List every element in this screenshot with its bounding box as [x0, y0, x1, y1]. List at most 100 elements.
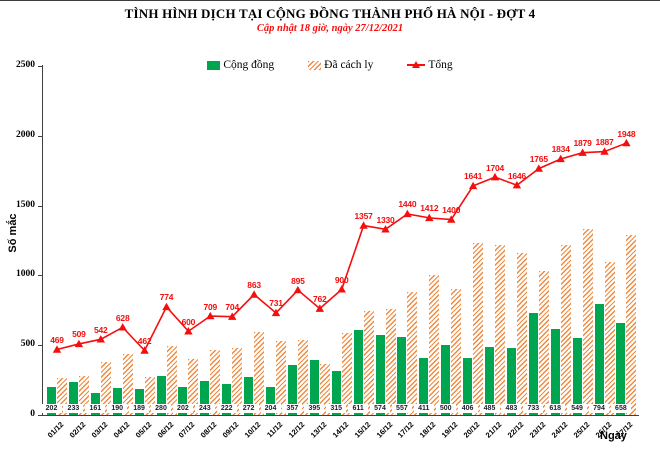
total-value-label: 900 — [334, 274, 349, 285]
bar-quarantine — [363, 310, 374, 415]
total-marker-icon — [556, 154, 565, 163]
bar-community — [528, 312, 538, 415]
bar-value-label: 233 — [63, 404, 84, 413]
bar-value-label: 243 — [194, 404, 215, 413]
bar-community — [375, 334, 385, 415]
legend-label-total: Tổng — [428, 59, 453, 71]
total-value-label: 1887 — [595, 137, 614, 148]
bar-value-label: 190 — [107, 404, 128, 413]
chart-title: TÌNH HÌNH DỊCH TẠI CỘNG ĐỒNG THÀNH PHỐ H… — [124, 6, 536, 21]
bar-community — [550, 328, 560, 415]
bar-value-label: 611 — [348, 404, 369, 413]
bar-quarantine — [429, 275, 440, 415]
bar-value-label: 406 — [457, 404, 478, 413]
bar-quarantine — [144, 376, 155, 415]
bar-value-label: 658 — [610, 404, 631, 413]
total-value-label: 1948 — [617, 128, 636, 139]
total-marker-icon — [184, 327, 193, 335]
bar-value-label: 202 — [172, 404, 193, 413]
total-value-label: 762 — [313, 294, 327, 305]
bar-community — [134, 388, 144, 415]
bar-value-label: 733 — [523, 404, 544, 413]
bar-community — [222, 384, 232, 415]
bar-community — [309, 359, 319, 415]
bar-community — [178, 386, 188, 415]
chart-legend: Cộng đồng Đã cách ly Tổng — [0, 59, 660, 71]
y-axis-tick-label: 2000 — [16, 129, 35, 140]
bar-value-label: 272 — [238, 404, 259, 413]
bar-value-label: 574 — [370, 404, 390, 413]
total-marker-icon — [74, 339, 84, 348]
total-marker-icon — [249, 290, 259, 298]
total-marker-icon — [512, 181, 522, 189]
bar-quarantine — [538, 270, 549, 415]
bar-community — [47, 386, 56, 415]
bar-quarantine — [276, 341, 286, 415]
bar-community — [266, 386, 275, 415]
bar-value-label: 202 — [41, 404, 62, 413]
total-marker-icon — [315, 304, 324, 312]
bar-quarantine — [319, 363, 330, 415]
bar-community — [594, 304, 604, 415]
total-marker-icon — [271, 308, 281, 317]
bar-community — [485, 347, 494, 415]
bar-community — [419, 357, 429, 415]
bar-community — [200, 381, 210, 415]
bar-quarantine — [495, 244, 505, 415]
total-marker-icon — [534, 164, 543, 172]
bar-quarantine — [210, 349, 221, 415]
bar-community — [287, 365, 297, 415]
x-axis-line — [42, 415, 639, 416]
legend-swatch-quarantine — [308, 60, 322, 70]
total-marker-icon — [293, 285, 303, 294]
y-axis-tick-label: 1500 — [16, 199, 35, 210]
bar-community — [244, 377, 254, 415]
total-value-label: 542 — [94, 324, 108, 335]
y-axis-tick — [38, 66, 42, 67]
y-axis-tick — [38, 415, 42, 416]
bar-community — [463, 358, 473, 415]
bar-community — [506, 347, 516, 415]
bar-quarantine — [57, 377, 67, 415]
total-value-label: 1330 — [376, 214, 395, 225]
bar-quarantine — [166, 346, 177, 415]
total-marker-icon — [447, 215, 456, 223]
bar-community — [616, 323, 626, 415]
total-marker-icon — [228, 312, 237, 320]
bar-quarantine — [341, 333, 352, 415]
bar-quarantine — [582, 229, 593, 415]
legend-item-community: Cộng đồng — [207, 59, 274, 71]
total-marker-icon — [600, 147, 609, 155]
bar-value-label: 794 — [589, 404, 609, 413]
total-value-label: 863 — [247, 280, 261, 291]
total-marker-icon — [96, 335, 105, 343]
legend-label-community: Cộng đồng — [223, 59, 275, 71]
total-marker-icon — [206, 311, 215, 320]
bar-value-label: 485 — [479, 404, 500, 413]
bar-value-label: 222 — [216, 404, 237, 413]
bar-value-label: 189 — [129, 404, 150, 413]
bar-community — [90, 392, 100, 415]
total-marker-icon — [578, 148, 587, 156]
total-marker-icon — [381, 225, 390, 233]
legend-item-quarantine: Đã cách ly — [308, 59, 373, 71]
bar-quarantine — [516, 252, 527, 415]
y-axis-tick-label: 0 — [30, 409, 35, 419]
bar-quarantine — [473, 242, 484, 415]
bar-quarantine — [385, 309, 396, 415]
bar-value-label: 395 — [304, 404, 325, 413]
total-value-label: 462 — [137, 336, 152, 346]
y-axis-tick-label: 1000 — [16, 269, 35, 280]
y-axis-tick-label: 500 — [20, 339, 35, 350]
total-marker-icon — [622, 138, 631, 147]
bar-value-label: 161 — [85, 404, 106, 413]
bar-community — [331, 371, 341, 415]
bar-value-label: 557 — [391, 404, 412, 413]
triangle-marker-icon — [412, 61, 421, 68]
bar-quarantine — [254, 332, 265, 415]
legend-label-quarantine: Đã cách ly — [324, 59, 374, 71]
bar-value-label: 483 — [501, 404, 522, 413]
y-axis-tick — [38, 275, 42, 277]
bar-quarantine — [100, 361, 111, 415]
